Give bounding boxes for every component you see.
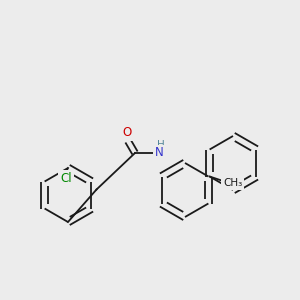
Text: CH₃: CH₃ <box>223 178 242 188</box>
Text: N: N <box>154 146 164 160</box>
Text: H: H <box>157 140 165 150</box>
Text: O: O <box>122 127 132 140</box>
Text: Cl: Cl <box>60 172 72 184</box>
